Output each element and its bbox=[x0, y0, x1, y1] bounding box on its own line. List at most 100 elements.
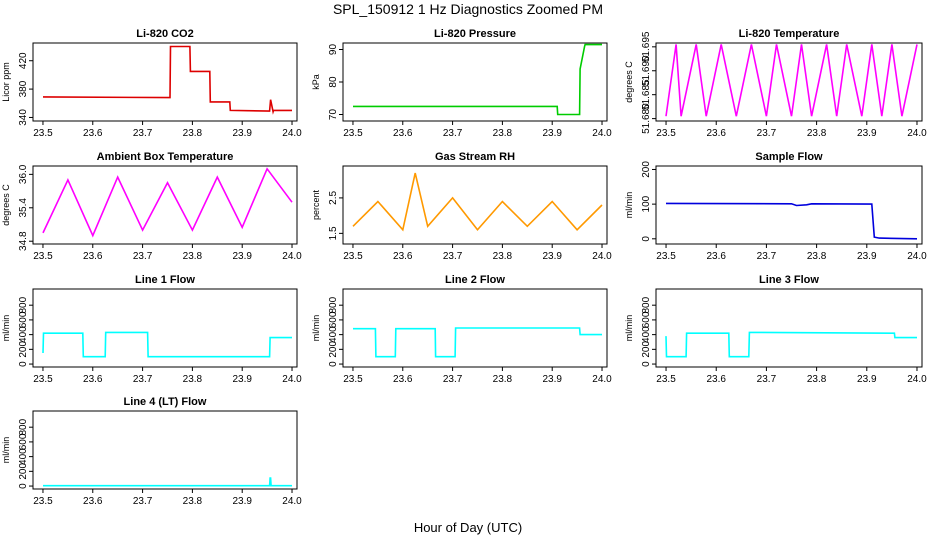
y-axis-label: ml/min bbox=[624, 315, 634, 342]
y-axis-label: kPa bbox=[311, 74, 321, 90]
x-tick-label: 23.5 bbox=[33, 374, 53, 385]
plot-frame bbox=[32, 165, 298, 245]
y-tick-label: 600 bbox=[18, 433, 29, 450]
x-tick-label: 23.8 bbox=[807, 374, 827, 385]
x-tick-label: 23.6 bbox=[706, 128, 726, 139]
x-tick-label: 23.9 bbox=[857, 128, 877, 139]
y-axis-label: Licor ppm bbox=[1, 62, 11, 102]
x-tick-label: 23.7 bbox=[443, 251, 463, 262]
series-line bbox=[42, 45, 292, 115]
x-tick-label: 23.9 bbox=[857, 374, 877, 385]
panel-line-2-flow: Line 2 Flow ml/min 23.5 23.6 23.7 23.8 23.9 24.… bbox=[311, 274, 612, 385]
y-axis-label: percent bbox=[311, 189, 321, 220]
panel-sample-flow: Sample Flow ml/min 23.5 23.6 23.7 23.8 23.9 24.… bbox=[624, 151, 927, 262]
x-tick-label: 23.7 bbox=[133, 128, 153, 139]
y-tick-label: 80 bbox=[328, 76, 339, 88]
x-tick-label: 23.6 bbox=[83, 496, 103, 507]
y-axis-label: degrees C bbox=[1, 184, 11, 226]
x-tick-label: 23.5 bbox=[656, 374, 676, 385]
y-tick-label: 70 bbox=[328, 109, 339, 121]
x-tick-label: 23.6 bbox=[83, 251, 103, 262]
panel-grid: Li-820 CO2 Licor ppm 23.5 23.6 23.7 23.8 23.9 2… bbox=[1, 28, 927, 507]
x-tick-label: 23.7 bbox=[133, 374, 153, 385]
y-axis-label: ml/min bbox=[311, 315, 321, 342]
x-tick-label: 23.7 bbox=[133, 251, 153, 262]
x-tick-label: 23.6 bbox=[393, 374, 413, 385]
panel-title: Li-820 CO2 bbox=[136, 28, 193, 40]
y-tick-label: 0 bbox=[18, 361, 29, 367]
plot-frame bbox=[655, 165, 923, 245]
panel-title: Gas Stream RH bbox=[435, 151, 515, 163]
plot-frame bbox=[32, 42, 298, 122]
y-tick-label: 200 bbox=[328, 341, 339, 358]
figure-x-axis-label: Hour of Day (UTC) bbox=[414, 520, 522, 535]
y-tick-label: 380 bbox=[18, 80, 29, 97]
x-tick-label: 24.0 bbox=[907, 251, 927, 262]
x-tick-label: 23.9 bbox=[857, 251, 877, 262]
y-axis-label: ml/min bbox=[1, 315, 11, 342]
y-tick-label: 51.685 bbox=[641, 79, 652, 110]
y-tick-label: 800 bbox=[18, 296, 29, 313]
y-tick-label: 35.4 bbox=[18, 198, 29, 218]
x-tick-label: 23.9 bbox=[232, 496, 252, 507]
y-tick-label: 800 bbox=[18, 418, 29, 435]
panel-title: Line 1 Flow bbox=[135, 274, 195, 286]
x-tick-label: 23.9 bbox=[232, 128, 252, 139]
series-line bbox=[665, 44, 918, 117]
y-tick-label: 90 bbox=[328, 44, 339, 56]
x-tick-label: 24.0 bbox=[282, 496, 302, 507]
series-line bbox=[42, 167, 293, 238]
y-tick-label: 100 bbox=[641, 195, 652, 212]
x-tick-label: 23.8 bbox=[493, 374, 513, 385]
x-tick-label: 24.0 bbox=[592, 128, 612, 139]
x-tick-label: 23.8 bbox=[183, 496, 203, 507]
plot-frame bbox=[655, 288, 923, 368]
panel-li-820-pressure: Li-820 Pressure kPa 23.5 23.6 23.7 23.8 23.9 24… bbox=[311, 28, 612, 139]
y-tick-label: 0 bbox=[328, 361, 339, 367]
x-tick-label: 24.0 bbox=[592, 251, 612, 262]
y-tick-label: 200 bbox=[18, 463, 29, 480]
x-tick-label: 23.8 bbox=[807, 128, 827, 139]
plot-frame bbox=[32, 410, 298, 490]
y-tick-label: 600 bbox=[641, 311, 652, 328]
x-tick-label: 23.9 bbox=[542, 251, 562, 262]
x-tick-label: 23.6 bbox=[393, 251, 413, 262]
panel-li-820-co2: Li-820 CO2 Licor ppm 23.5 23.6 23.7 23.8 23.9 2… bbox=[1, 28, 302, 139]
x-tick-label: 23.8 bbox=[807, 251, 827, 262]
panel-ambient-box-temperature: Ambient Box Temperature degrees C 23.5 23.6… bbox=[1, 151, 302, 262]
plot-frame bbox=[655, 42, 923, 122]
x-tick-label: 23.5 bbox=[33, 251, 53, 262]
x-tick-label: 23.7 bbox=[757, 374, 777, 385]
y-tick-label: 200 bbox=[641, 341, 652, 358]
y-tick-label: 340 bbox=[18, 109, 29, 126]
y-tick-label: 200 bbox=[18, 341, 29, 358]
y-tick-label: 800 bbox=[328, 296, 339, 313]
figure-title: SPL_150912 1 Hz Diagnostics Zoomed PM bbox=[333, 1, 603, 17]
x-tick-label: 23.5 bbox=[656, 251, 676, 262]
y-tick-label: 400 bbox=[18, 326, 29, 343]
x-tick-label: 23.9 bbox=[232, 251, 252, 262]
panel-line-1-flow: Line 1 Flow ml/min 23.5 23.6 23.7 23.8 23.9 24.… bbox=[1, 274, 302, 385]
x-tick-label: 23.7 bbox=[443, 374, 463, 385]
y-tick-label: 0 bbox=[18, 483, 29, 489]
x-tick-label: 23.7 bbox=[757, 251, 777, 262]
panel-line-4-lt-flow: Line 4 (LT) Flow ml/min 23.5 23.6 23.7 23.8 23… bbox=[1, 396, 302, 507]
series-line bbox=[352, 172, 603, 232]
panel-title: Line 2 Flow bbox=[445, 274, 505, 286]
y-tick-label: 400 bbox=[18, 448, 29, 465]
panel-line-3-flow: Line 3 Flow ml/min 23.5 23.6 23.7 23.8 23.9 24.… bbox=[624, 274, 927, 385]
x-tick-label: 23.7 bbox=[443, 128, 463, 139]
x-tick-label: 24.0 bbox=[282, 374, 302, 385]
y-tick-label: 51.680 bbox=[641, 103, 652, 134]
panel-title: Ambient Box Temperature bbox=[97, 151, 234, 163]
panel-title: Li-820 Temperature bbox=[739, 28, 840, 40]
panel-title: Li-820 Pressure bbox=[434, 28, 516, 40]
series-line bbox=[665, 331, 917, 358]
x-tick-label: 23.8 bbox=[183, 374, 203, 385]
x-tick-label: 23.7 bbox=[757, 128, 777, 139]
plot-frame bbox=[342, 288, 608, 368]
x-tick-label: 23.8 bbox=[183, 251, 203, 262]
x-tick-label: 23.7 bbox=[133, 496, 153, 507]
